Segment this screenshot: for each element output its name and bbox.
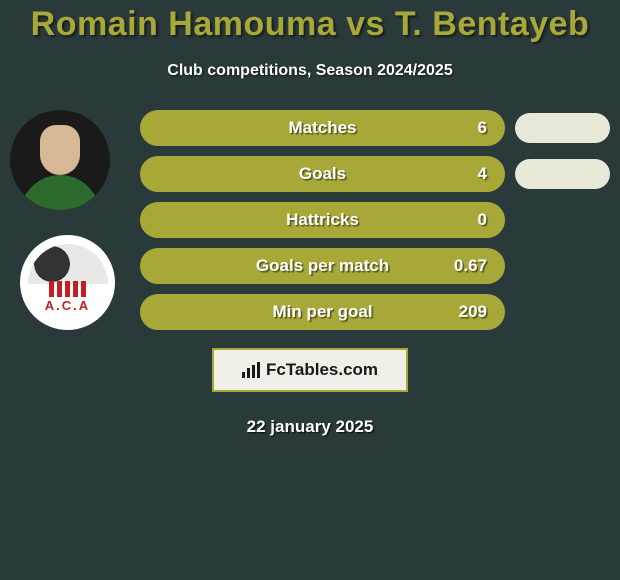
stat-label: Min per goal bbox=[272, 302, 372, 322]
stat-label: Goals per match bbox=[256, 256, 389, 276]
stat-pill-left: Goals per match 0.67 bbox=[140, 248, 505, 284]
stat-row-matches: Matches 6 bbox=[140, 110, 610, 146]
brand-badge: FcTables.com bbox=[212, 348, 408, 392]
page-title: Romain Hamouma vs T. Bentayeb bbox=[0, 5, 620, 44]
stat-row-mpg: Min per goal 209 bbox=[140, 294, 610, 330]
stat-value-left: 0 bbox=[478, 210, 487, 230]
stat-label: Matches bbox=[288, 118, 356, 138]
stat-pill-right bbox=[515, 113, 610, 143]
stats-column: Matches 6 Goals 4 Hattricks bbox=[140, 110, 610, 330]
stat-label: Goals bbox=[299, 164, 346, 184]
stat-pill-left: Goals 4 bbox=[140, 156, 505, 192]
stat-value-left: 0.67 bbox=[454, 256, 487, 276]
club-avatar: A.C.A bbox=[20, 235, 115, 330]
stat-pill-left: Min per goal 209 bbox=[140, 294, 505, 330]
stat-value-left: 209 bbox=[459, 302, 487, 322]
stat-label: Hattricks bbox=[286, 210, 359, 230]
stat-row-goals: Goals 4 bbox=[140, 156, 610, 192]
stat-pill-left: Matches 6 bbox=[140, 110, 505, 146]
player-avatar bbox=[10, 110, 110, 210]
club-emblem-top bbox=[28, 244, 108, 284]
content-area: A.C.A Matches 6 Goals 4 bbox=[0, 110, 620, 330]
stat-value-left: 4 bbox=[478, 164, 487, 184]
stat-pill-right bbox=[515, 159, 610, 189]
subtitle: Club competitions, Season 2024/2025 bbox=[0, 62, 620, 80]
stat-value-left: 6 bbox=[478, 118, 487, 138]
stat-row-gpm: Goals per match 0.67 bbox=[140, 248, 610, 284]
brand-text: FcTables.com bbox=[266, 360, 378, 380]
stat-row-hattricks: Hattricks 0 bbox=[140, 202, 610, 238]
avatar-column: A.C.A bbox=[10, 110, 120, 330]
brand-row: FcTables.com bbox=[0, 348, 620, 392]
date-label: 22 january 2025 bbox=[0, 417, 620, 437]
club-label: A.C.A bbox=[45, 298, 90, 313]
chart-icon bbox=[242, 362, 260, 378]
stat-pill-left: Hattricks 0 bbox=[140, 202, 505, 238]
club-stripes bbox=[33, 281, 103, 299]
